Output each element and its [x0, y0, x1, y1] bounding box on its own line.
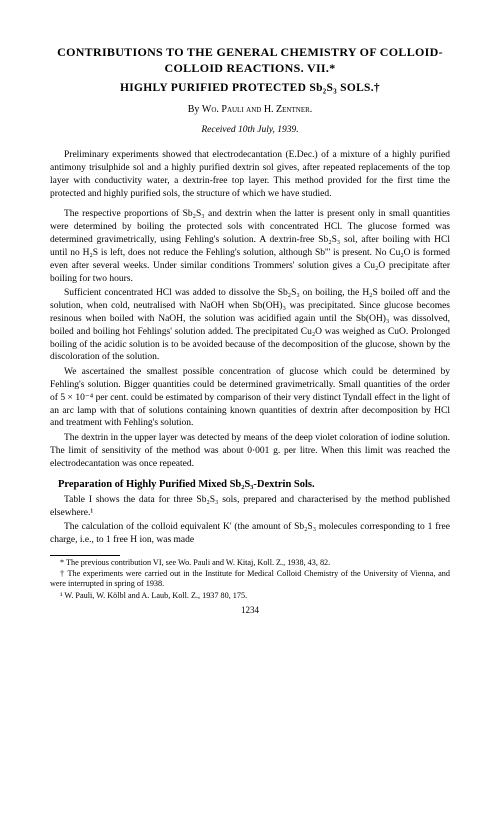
footnote-2: † The experiments were carried out in th… — [50, 569, 450, 590]
paragraph-4: We ascertained the smallest possible con… — [50, 366, 450, 430]
received-date: Received 10th July, 1939. — [50, 125, 450, 135]
paragraph-3: Sufficient concentrated HCl was added to… — [50, 287, 450, 364]
article-title-2: HIGHLY PURIFIED PROTECTED Sb₂S₃ SOLS.† — [50, 82, 450, 94]
paragraph-7: The calculation of the colloid equivalen… — [50, 521, 450, 547]
article-title-1: CONTRIBUTIONS TO THE GENERAL CHEMISTRY O… — [50, 45, 450, 76]
authors-names: Wo. Pauli and H. Zentner. — [202, 104, 312, 115]
footnote-1: * The previous contribution VI, see Wo. … — [50, 558, 450, 568]
footnote-rule — [50, 555, 120, 556]
paragraph-6: Table I shows the data for three Sb₂S₃ s… — [50, 494, 450, 520]
paragraph-5: The dextrin in the upper layer was detec… — [50, 432, 450, 470]
authors-prefix: By — [188, 104, 202, 115]
footnote-3: ¹ W. Pauli, W. Kölbl and A. Laub, Koll. … — [50, 591, 450, 601]
authors-line: By Wo. Pauli and H. Zentner. — [50, 104, 450, 115]
page-container: CONTRIBUTIONS TO THE GENERAL CHEMISTRY O… — [0, 0, 500, 635]
paragraph-1: Preliminary experiments showed that elec… — [50, 149, 450, 200]
section-heading: Preparation of Highly Purified Mixed Sb₂… — [58, 479, 450, 490]
page-number: 1234 — [50, 605, 450, 615]
paragraph-2: The respective proportions of Sb₂S₃ and … — [50, 208, 450, 285]
